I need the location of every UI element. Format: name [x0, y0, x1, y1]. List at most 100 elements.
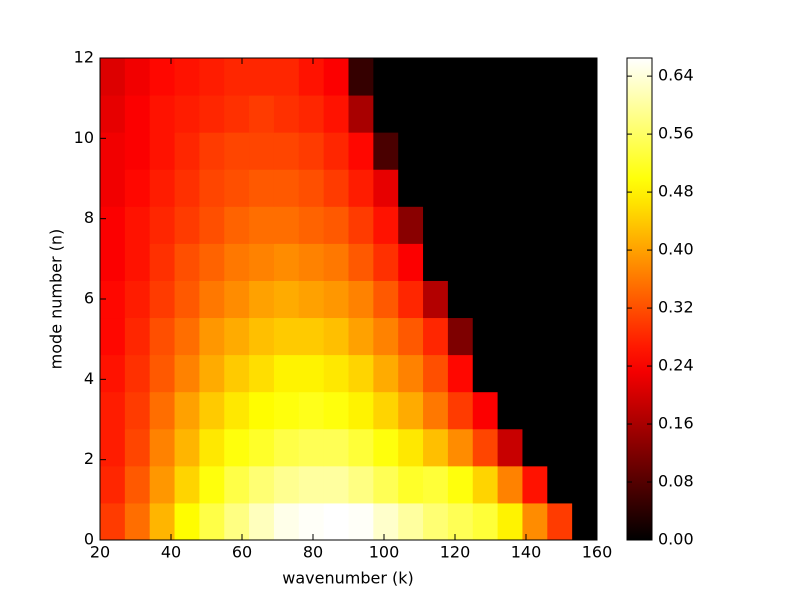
heatmap-cell	[273, 58, 300, 96]
heatmap-cell	[497, 243, 523, 281]
heatmap-cell	[447, 95, 474, 133]
heatmap-cell	[199, 502, 225, 541]
heatmap-cell	[273, 243, 300, 281]
heatmap-cell	[273, 502, 300, 541]
y-tick-label: 0	[84, 530, 94, 549]
heatmap-cell	[298, 465, 325, 504]
heatmap-cell	[273, 280, 300, 319]
heatmap-cell	[522, 428, 548, 467]
heatmap-cell	[100, 95, 126, 133]
heatmap-cell	[547, 502, 573, 541]
heatmap-cell	[100, 428, 126, 467]
heatmap-cell	[447, 169, 474, 207]
heatmap-cell	[149, 243, 176, 281]
colorbar-tick-label: 0.48	[658, 182, 694, 201]
heatmap-cell	[174, 280, 200, 319]
heatmap-cell	[348, 391, 374, 430]
heatmap-cell	[472, 502, 499, 541]
heatmap-cell	[348, 502, 374, 541]
heatmap-cell	[199, 243, 225, 281]
heatmap-cell	[100, 502, 126, 541]
heatmap-cell	[224, 95, 250, 133]
x-tick-label: 100	[369, 543, 400, 562]
heatmap-cell	[423, 465, 449, 504]
heatmap-cell	[199, 206, 225, 244]
heatmap-cell	[199, 428, 225, 467]
heatmap	[100, 58, 598, 541]
x-tick-label: 160	[582, 543, 613, 562]
heatmap-cell	[423, 95, 449, 133]
heatmap-cell	[447, 206, 474, 244]
heatmap-cell	[199, 354, 225, 393]
y-tick-label: 2	[84, 449, 94, 468]
heatmap-cell	[373, 317, 399, 356]
heatmap-cell	[472, 465, 499, 504]
heatmap-cell	[124, 169, 151, 207]
heatmap-cell	[124, 428, 151, 467]
heatmap-cell	[373, 58, 399, 96]
colorbar-tick-label: 0.32	[658, 298, 694, 317]
heatmap-cell	[249, 317, 275, 356]
colorbar	[626, 57, 653, 541]
heatmap-cell	[522, 58, 548, 96]
heatmap-cell	[323, 169, 349, 207]
heatmap-cell	[348, 169, 374, 207]
heatmap-cell	[572, 243, 598, 281]
heatmap-cell	[298, 132, 325, 170]
heatmap-cell	[373, 169, 399, 207]
heatmap-cell	[124, 206, 151, 244]
heatmap-cell	[174, 169, 200, 207]
heatmap-cell	[423, 58, 449, 96]
heatmap-cell	[572, 132, 598, 170]
heatmap-cell	[124, 391, 151, 430]
heatmap-cell	[124, 58, 151, 96]
heatmap-cell	[547, 391, 573, 430]
heatmap-cell	[398, 132, 424, 170]
heatmap-cell	[572, 58, 598, 96]
heatmap-cell	[348, 132, 374, 170]
heatmap-cell	[423, 502, 449, 541]
heatmap-cell	[423, 428, 449, 467]
heatmap-cell	[249, 280, 275, 319]
heatmap-cell	[522, 132, 548, 170]
heatmap-cell	[100, 132, 126, 170]
heatmap-cell	[124, 95, 151, 133]
heatmap-cell	[398, 354, 424, 393]
heatmap-cell	[199, 132, 225, 170]
heatmap-cell	[423, 391, 449, 430]
heatmap-cell	[497, 132, 523, 170]
heatmap-cell	[472, 58, 499, 96]
heatmap-cell	[472, 95, 499, 133]
heatmap-cell	[249, 169, 275, 207]
heatmap-cell	[373, 391, 399, 430]
y-tick-label: 10	[74, 128, 94, 147]
heatmap-cell	[472, 391, 499, 430]
heatmap-cell	[100, 169, 126, 207]
heatmap-cell	[472, 169, 499, 207]
heatmap-cell	[149, 169, 176, 207]
x-tick-label: 20	[90, 543, 110, 562]
heatmap-cell	[522, 206, 548, 244]
heatmap-cell	[249, 206, 275, 244]
heatmap-cell	[323, 95, 349, 133]
heatmap-cell	[323, 391, 349, 430]
heatmap-cell	[149, 280, 176, 319]
heatmap-cell	[472, 132, 499, 170]
heatmap-cell	[199, 169, 225, 207]
heatmap-cell	[522, 317, 548, 356]
heatmap-cell	[249, 243, 275, 281]
heatmap-cell	[447, 317, 474, 356]
heatmap-cell	[100, 58, 126, 96]
heatmap-cell	[323, 354, 349, 393]
heatmap-cell	[472, 206, 499, 244]
heatmap-cell	[423, 169, 449, 207]
heatmap-cell	[149, 428, 176, 467]
heatmap-cell	[572, 391, 598, 430]
heatmap-cell	[149, 58, 176, 96]
heatmap-cell	[423, 354, 449, 393]
colorbar-tick-label: 0.56	[658, 124, 694, 143]
heatmap-cell	[249, 58, 275, 96]
heatmap-cell	[174, 206, 200, 244]
heatmap-cell	[199, 317, 225, 356]
heatmap-cell	[323, 465, 349, 504]
